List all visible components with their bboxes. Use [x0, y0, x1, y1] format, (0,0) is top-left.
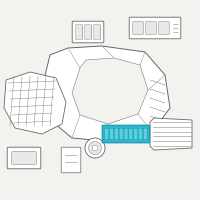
FancyBboxPatch shape	[133, 22, 143, 34]
FancyBboxPatch shape	[129, 17, 181, 39]
Circle shape	[85, 138, 105, 158]
FancyBboxPatch shape	[138, 128, 142, 140]
FancyBboxPatch shape	[119, 128, 123, 140]
FancyBboxPatch shape	[124, 128, 128, 140]
FancyBboxPatch shape	[146, 22, 156, 34]
FancyBboxPatch shape	[159, 22, 169, 34]
Polygon shape	[42, 46, 170, 142]
FancyBboxPatch shape	[129, 128, 133, 140]
FancyBboxPatch shape	[85, 25, 91, 39]
FancyBboxPatch shape	[7, 147, 41, 169]
FancyBboxPatch shape	[134, 128, 138, 140]
Circle shape	[92, 145, 98, 151]
Circle shape	[88, 142, 102, 154]
Polygon shape	[4, 72, 66, 134]
Polygon shape	[72, 58, 148, 124]
FancyBboxPatch shape	[114, 128, 118, 140]
FancyBboxPatch shape	[12, 152, 36, 164]
FancyBboxPatch shape	[76, 25, 82, 39]
FancyBboxPatch shape	[61, 147, 81, 173]
FancyBboxPatch shape	[110, 128, 114, 140]
FancyBboxPatch shape	[94, 25, 100, 39]
Polygon shape	[150, 118, 192, 150]
FancyBboxPatch shape	[105, 128, 109, 140]
FancyBboxPatch shape	[143, 128, 147, 140]
FancyBboxPatch shape	[102, 125, 150, 143]
FancyBboxPatch shape	[72, 21, 104, 43]
